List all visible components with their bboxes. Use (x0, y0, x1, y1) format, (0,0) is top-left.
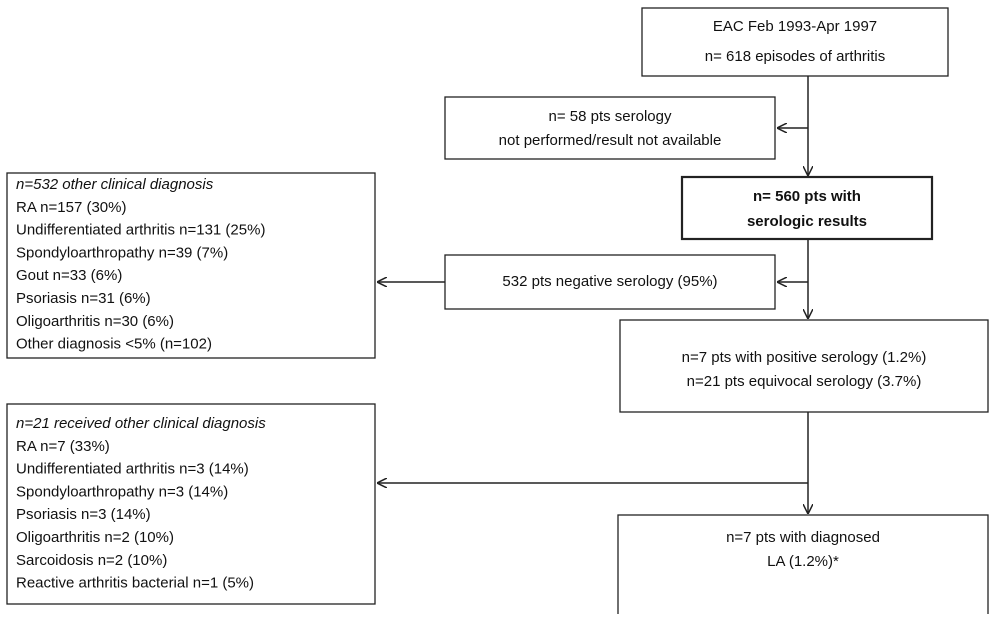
box-text: n= 618 episodes of arthritis (705, 48, 886, 65)
box-text: n=7 pts with diagnosed (726, 529, 880, 546)
box-text: Spondyloarthropathy n=3 (14%) (16, 483, 228, 500)
box-text: Spondyloarthropathy n=39 (7%) (16, 244, 228, 261)
box (680, 175, 934, 241)
box (641, 7, 949, 77)
box-header: n=532 other clinical diagnosis (16, 176, 214, 193)
flow-box: n= 560 pts with serologic results (680, 175, 934, 241)
box (619, 319, 989, 413)
box-text: Undifferentiated arthritis n=131 (25%) (16, 222, 265, 239)
box-text: n= 58 pts serology (549, 108, 672, 125)
box-text: Sarcoidosis n=2 (10%) (16, 552, 167, 569)
box-text: Undifferentiated arthritis n=3 (14%) (16, 461, 249, 478)
flow-box: n=7 pts with diagnosed LA (1.2%)* (617, 514, 989, 619)
box-text: EAC Feb 1993-Apr 1997 (713, 18, 877, 35)
box-text: Oligoarthritis n=30 (6%) (16, 313, 174, 330)
box (6, 403, 376, 605)
box-text: Reactive arthritis bacterial n=1 (5%) (16, 575, 254, 592)
diagnosis-box: n=21 received other clinical diagnosis RA… (6, 403, 376, 605)
box-text: Psoriasis n=3 (14%) (16, 506, 151, 523)
flow-box: 532 pts negative serology (95%) (444, 254, 776, 310)
box-text: 532 pts negative serology (95%) (502, 273, 717, 290)
box-header: n=21 received other clinical diagnosis (16, 415, 266, 432)
box-text: Other diagnosis <5% (n=102) (16, 336, 212, 353)
box-text: n= 560 pts with (753, 188, 861, 205)
box-text: RA n=157 (30%) (16, 199, 127, 216)
box-text: RA n=7 (33%) (16, 438, 110, 455)
box-text: LA (1.2%)* (767, 553, 839, 570)
box (617, 514, 989, 619)
diagnosis-box: n=532 other clinical diagnosis RA n=157 (… (6, 172, 376, 359)
box-text: Oligoarthritis n=2 (10%) (16, 529, 174, 546)
connectors (377, 76, 808, 514)
flow-box: n= 58 pts serology not performed/result n… (444, 96, 776, 160)
box-text: n=7 pts with positive serology (1.2%) (682, 349, 927, 366)
box (444, 96, 776, 160)
box-text: serologic results (747, 213, 867, 230)
box-text: Psoriasis n=31 (6%) (16, 290, 151, 307)
box-text: Gout n=33 (6%) (16, 267, 122, 284)
box-text: n=21 pts equivocal serology (3.7%) (687, 373, 922, 390)
box (6, 172, 376, 359)
flow-box: EAC Feb 1993-Apr 1997 n= 618 episodes of … (641, 7, 949, 77)
flow-box: n=7 pts with positive serology (1.2%) n=2… (619, 319, 989, 413)
box (444, 254, 776, 310)
box-text: not performed/result not available (499, 132, 722, 149)
